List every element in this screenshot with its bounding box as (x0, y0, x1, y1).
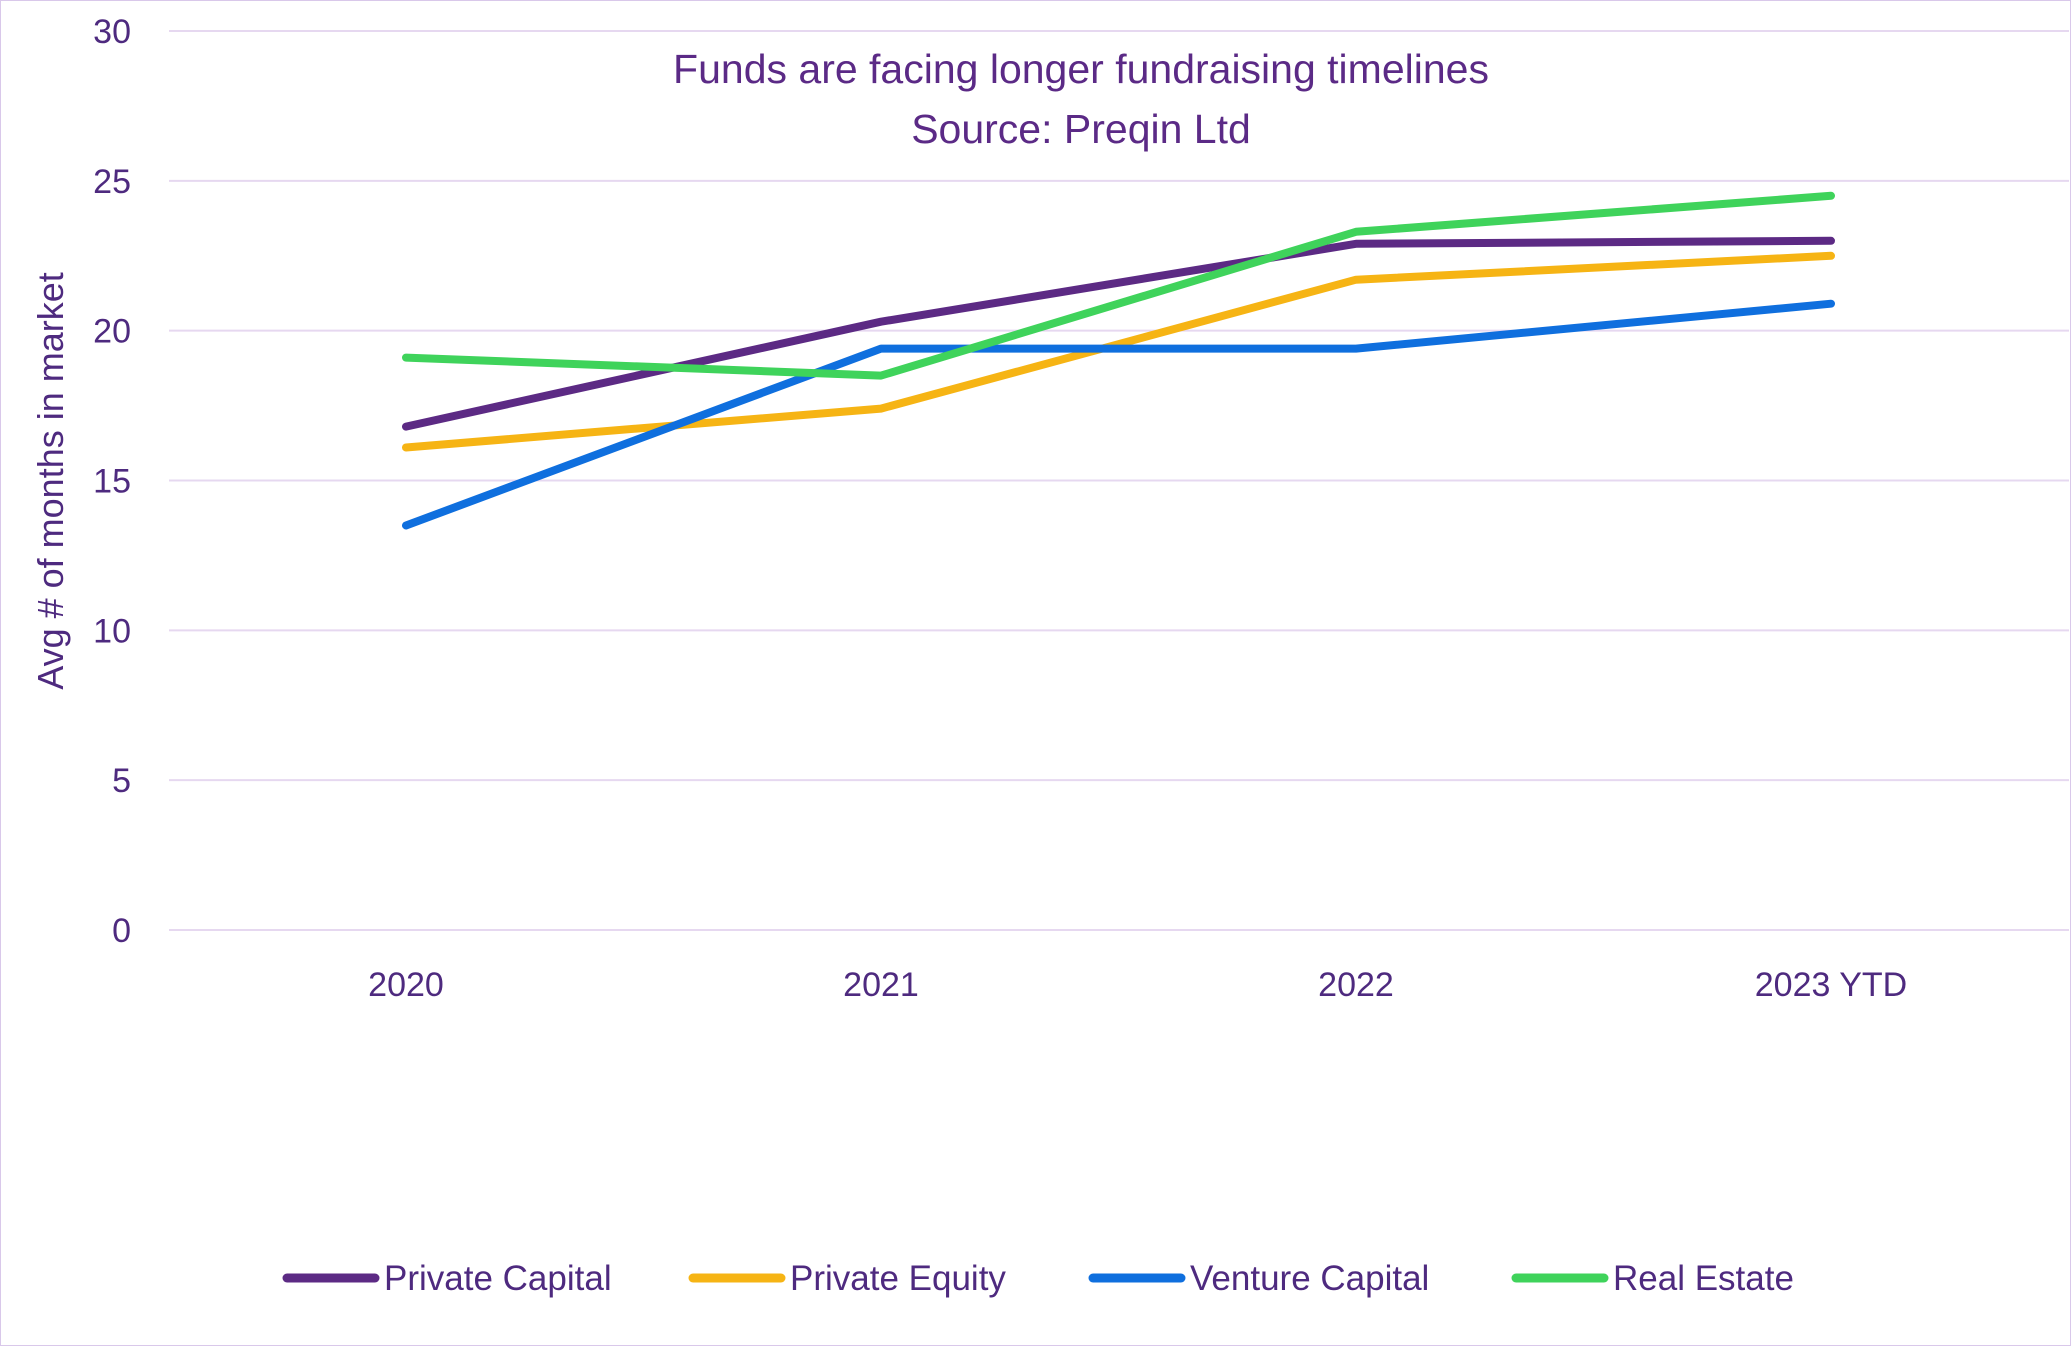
x-tick-label: 2022 (1318, 966, 1394, 1004)
legend-label: Venture Capital (1190, 1259, 1429, 1298)
y-tick-label: 25 (93, 163, 131, 201)
legend-item-private-capital: Private Capital (282, 1259, 612, 1298)
x-tick-label: 2020 (368, 966, 444, 1004)
y-tick-label: 30 (93, 13, 131, 51)
legend-label: Private Equity (790, 1259, 1006, 1298)
series-line-venture-capital (402, 299, 1835, 530)
legend: Private Capital Private Equity Venture Cap… (282, 1259, 1794, 1298)
y-axis-title: Avg # of months in market (30, 272, 71, 690)
legend-item-private-equity: Private Equity (688, 1259, 1006, 1298)
series-line-private-equity (402, 251, 1835, 452)
chart-subtitle: Source: Preqin Ltd (911, 106, 1251, 152)
x-tick-label: 2023 YTD (1755, 966, 1907, 1004)
legend-label: Real Estate (1613, 1259, 1794, 1298)
legend-item-real-estate: Real Estate (1511, 1259, 1794, 1298)
gridlines (169, 30, 2069, 931)
legend-item-venture-capital: Venture Capital (1088, 1259, 1429, 1298)
series-line-private-capital (402, 236, 1835, 431)
y-tick-label: 15 (93, 463, 131, 501)
x-axis-ticks: 2020 2021 2022 2023 YTD (368, 966, 1907, 1004)
y-axis-ticks: 0 5 10 15 20 25 30 (93, 13, 131, 950)
y-tick-label: 0 (112, 912, 131, 950)
series-lines (402, 191, 1835, 530)
legend-label: Private Capital (384, 1259, 612, 1298)
x-tick-label: 2021 (843, 966, 919, 1004)
series-line-real-estate (402, 191, 1835, 380)
chart-title: Funds are facing longer fundraising time… (673, 46, 1489, 92)
y-tick-label: 20 (93, 313, 131, 351)
y-tick-label: 5 (112, 762, 131, 800)
y-tick-label: 10 (93, 612, 131, 650)
